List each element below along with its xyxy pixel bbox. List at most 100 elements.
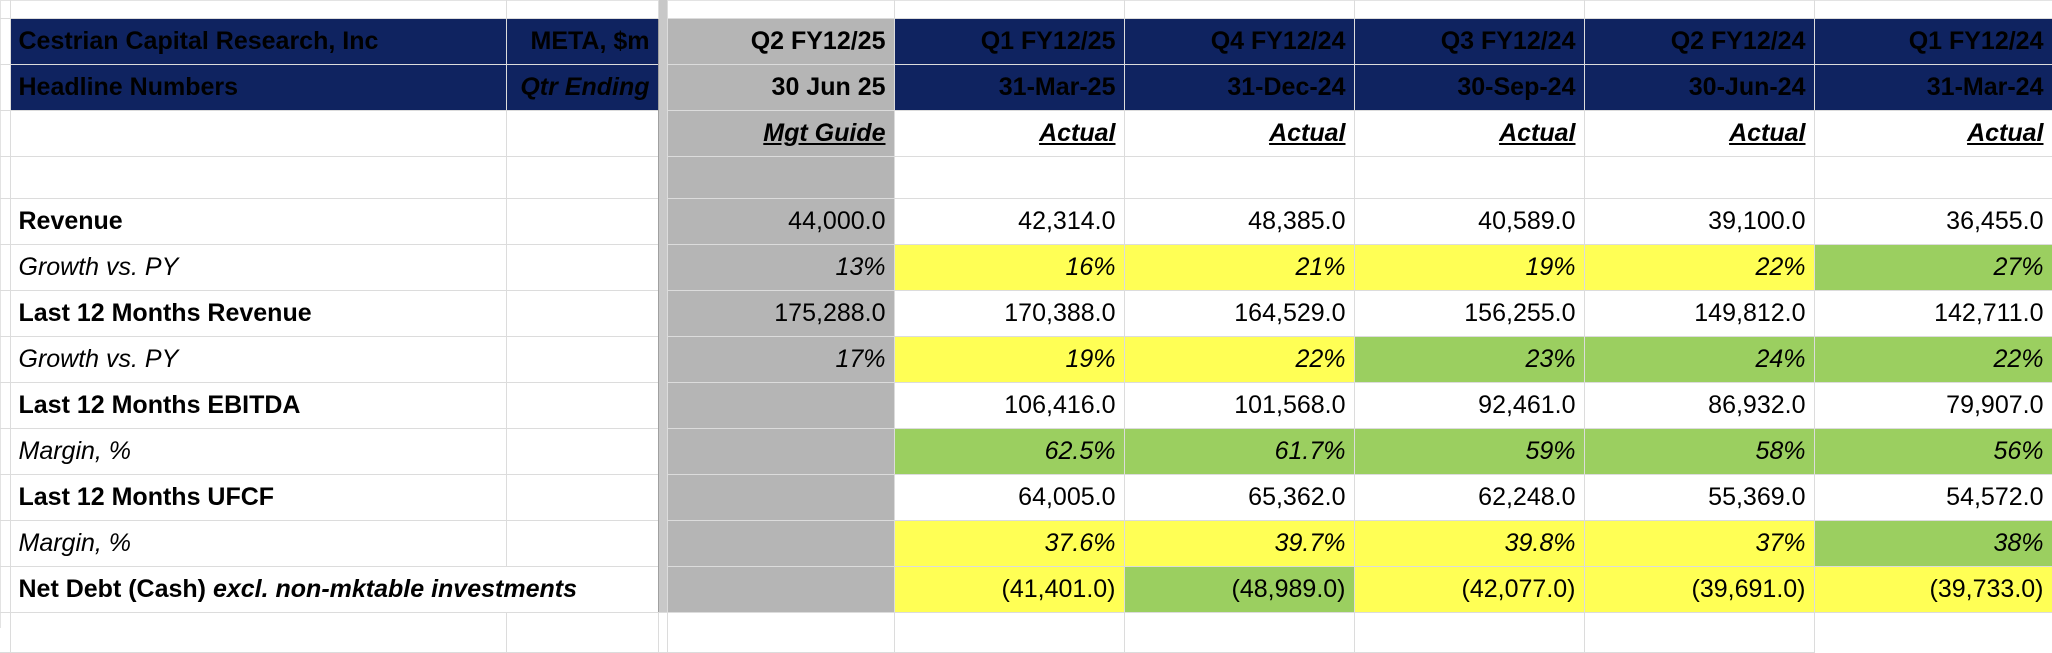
- cell[interactable]: [0, 244, 11, 291]
- quarter-header[interactable]: Q4 FY12/24: [1124, 18, 1355, 65]
- cell[interactable]: [0, 520, 11, 567]
- cell[interactable]: [1354, 0, 1585, 19]
- value-cell[interactable]: (39,733.0): [1814, 566, 2052, 613]
- cell[interactable]: [894, 0, 1125, 19]
- cell[interactable]: [0, 18, 11, 65]
- cell[interactable]: [0, 156, 11, 199]
- cell[interactable]: [506, 110, 659, 157]
- value-cell[interactable]: [667, 520, 895, 567]
- row-label[interactable]: Last 12 Months UFCF: [10, 474, 507, 521]
- value-cell[interactable]: 39.7%: [1124, 520, 1355, 567]
- value-cell[interactable]: 38%: [1814, 520, 2052, 567]
- value-cell[interactable]: (48,989.0): [1124, 566, 1355, 613]
- value-cell[interactable]: 22%: [1584, 244, 1815, 291]
- value-cell[interactable]: (41,401.0): [894, 566, 1125, 613]
- cell[interactable]: [1584, 612, 1815, 653]
- cell[interactable]: [506, 156, 659, 199]
- date-header[interactable]: 31-Mar-25: [894, 64, 1125, 111]
- value-cell[interactable]: 37.6%: [894, 520, 1125, 567]
- value-cell[interactable]: 40,589.0: [1354, 198, 1585, 245]
- cell[interactable]: [0, 290, 11, 337]
- type-header[interactable]: Actual: [894, 110, 1125, 157]
- value-cell[interactable]: [667, 566, 895, 613]
- cell[interactable]: [506, 612, 659, 653]
- cell[interactable]: [667, 156, 895, 199]
- cell[interactable]: [667, 0, 895, 19]
- value-cell[interactable]: 79,907.0: [1814, 382, 2052, 429]
- ticker-label[interactable]: META, $m: [506, 18, 659, 65]
- value-cell[interactable]: 42,314.0: [894, 198, 1125, 245]
- value-cell[interactable]: (39,691.0): [1584, 566, 1815, 613]
- value-cell[interactable]: 62.5%: [894, 428, 1125, 475]
- cell[interactable]: [506, 520, 659, 567]
- value-cell[interactable]: 170,388.0: [894, 290, 1125, 337]
- value-cell[interactable]: 149,812.0: [1584, 290, 1815, 337]
- cell[interactable]: [0, 428, 11, 475]
- value-cell[interactable]: 58%: [1584, 428, 1815, 475]
- type-header[interactable]: Actual: [1814, 110, 2052, 157]
- row-label[interactable]: Net Debt (Cash) excl. non-mktable invest…: [10, 566, 659, 613]
- value-cell[interactable]: 62,248.0: [1354, 474, 1585, 521]
- value-cell[interactable]: 142,711.0: [1814, 290, 2052, 337]
- cell[interactable]: [658, 612, 668, 653]
- row-label[interactable]: Last 12 Months Revenue: [10, 290, 507, 337]
- cell[interactable]: [1124, 156, 1355, 199]
- cell[interactable]: [506, 0, 659, 19]
- cell[interactable]: [667, 612, 895, 653]
- value-cell[interactable]: 24%: [1584, 336, 1815, 383]
- quarter-header[interactable]: Q3 FY12/24: [1354, 18, 1585, 65]
- cell[interactable]: [506, 198, 659, 245]
- cell[interactable]: [0, 336, 11, 383]
- row-label[interactable]: Last 12 Months EBITDA: [10, 382, 507, 429]
- quarter-header[interactable]: Q2 FY12/24: [1584, 18, 1815, 65]
- value-cell[interactable]: 39,100.0: [1584, 198, 1815, 245]
- cell[interactable]: [1584, 0, 1815, 19]
- value-cell[interactable]: [667, 428, 895, 475]
- value-cell[interactable]: 56%: [1814, 428, 2052, 475]
- value-cell[interactable]: 17%: [667, 336, 895, 383]
- cell[interactable]: [894, 612, 1125, 653]
- value-cell[interactable]: 27%: [1814, 244, 2052, 291]
- value-cell[interactable]: 175,288.0: [667, 290, 895, 337]
- cell[interactable]: [0, 64, 11, 111]
- cell[interactable]: [1814, 0, 2052, 19]
- value-cell[interactable]: 92,461.0: [1354, 382, 1585, 429]
- type-header[interactable]: Mgt Guide: [667, 110, 895, 157]
- value-cell[interactable]: 65,362.0: [1124, 474, 1355, 521]
- type-header[interactable]: Actual: [1354, 110, 1585, 157]
- value-cell[interactable]: 55,369.0: [1584, 474, 1815, 521]
- quarter-header[interactable]: Q1 FY12/25: [894, 18, 1125, 65]
- report-title[interactable]: Cestrian Capital Research, Inc: [10, 18, 507, 65]
- value-cell[interactable]: 44,000.0: [667, 198, 895, 245]
- value-cell[interactable]: 21%: [1124, 244, 1355, 291]
- date-header[interactable]: 31-Mar-24: [1814, 64, 2052, 111]
- quarter-header[interactable]: Q2 FY12/25: [667, 18, 895, 65]
- type-header[interactable]: Actual: [1584, 110, 1815, 157]
- value-cell[interactable]: 61.7%: [1124, 428, 1355, 475]
- value-cell[interactable]: 13%: [667, 244, 895, 291]
- row-label[interactable]: Margin, %: [10, 428, 507, 475]
- cell[interactable]: [0, 198, 11, 245]
- cell[interactable]: [1124, 0, 1355, 19]
- date-header[interactable]: 30-Jun-24: [1584, 64, 1815, 111]
- qtr-ending-label[interactable]: Qtr Ending: [506, 64, 659, 111]
- value-cell[interactable]: 64,005.0: [894, 474, 1125, 521]
- cell[interactable]: [506, 428, 659, 475]
- value-cell[interactable]: (42,077.0): [1354, 566, 1585, 613]
- value-cell[interactable]: 22%: [1814, 336, 2052, 383]
- cell[interactable]: [0, 612, 11, 653]
- value-cell[interactable]: 156,255.0: [1354, 290, 1585, 337]
- value-cell[interactable]: 19%: [894, 336, 1125, 383]
- value-cell[interactable]: 106,416.0: [894, 382, 1125, 429]
- value-cell[interactable]: 86,932.0: [1584, 382, 1815, 429]
- value-cell[interactable]: 36,455.0: [1814, 198, 2052, 245]
- row-label[interactable]: Revenue: [10, 198, 507, 245]
- value-cell[interactable]: 54,572.0: [1814, 474, 2052, 521]
- cell[interactable]: [506, 336, 659, 383]
- cell[interactable]: [0, 110, 11, 157]
- cell[interactable]: [10, 156, 507, 199]
- cell[interactable]: [10, 110, 507, 157]
- cell[interactable]: [0, 0, 11, 19]
- cell[interactable]: [1354, 156, 1585, 199]
- value-cell[interactable]: [667, 382, 895, 429]
